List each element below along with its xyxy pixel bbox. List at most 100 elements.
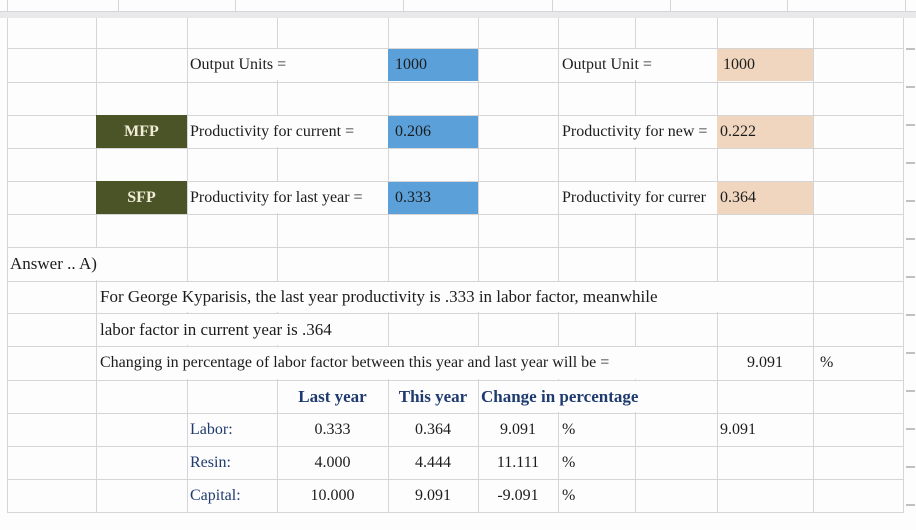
overflow-mask	[8, 248, 186, 280]
gridline	[905, 0, 906, 11]
labor-this-year: 0.364	[415, 421, 451, 438]
gridline	[7, 247, 904, 248]
answer-line1: For George Kyparisis, the last year prod…	[100, 287, 658, 306]
resin-this-year: 4.444	[415, 454, 451, 471]
overflow-mask	[188, 49, 387, 80]
overflow-mask	[97, 314, 387, 345]
resin-unit: %	[562, 454, 576, 471]
header-last-year: Last year	[298, 387, 367, 406]
productivity-current-truncated-label: Productivity for currer	[562, 189, 706, 206]
productivity-last-year-label: Productivity for last year =	[190, 189, 363, 206]
row-tick	[906, 48, 915, 50]
productivity-last-year-input-cell[interactable]: 0.333	[388, 182, 478, 214]
gridline	[7, 18, 8, 512]
gridline	[7, 512, 904, 513]
answer-heading: Answer .. A)	[10, 254, 97, 273]
answer-line3-value: 9.091	[747, 354, 783, 371]
answer-line2: labor factor in current year is .364	[100, 320, 332, 339]
gridline	[7, 181, 904, 182]
gridline	[552, 0, 553, 11]
output-unit-value: 1000	[723, 56, 755, 73]
output-units-label: Output Units =	[190, 56, 287, 73]
row-tick	[906, 238, 915, 240]
gridline	[558, 18, 559, 512]
overflow-mask	[479, 381, 716, 412]
gridline	[7, 281, 904, 282]
row-tick	[906, 466, 915, 468]
row-tick	[906, 428, 915, 430]
productivity-current2-input-cell[interactable]: 0.364	[717, 182, 813, 214]
productivity-current2-value: 0.364	[720, 189, 756, 206]
row-label-labor: Labor:	[190, 421, 233, 438]
productivity-new-value: 0.222	[720, 123, 756, 140]
gridline	[7, 346, 904, 347]
productivity-current-value: 0.206	[395, 123, 431, 140]
gridline	[388, 18, 389, 512]
labor-extra-value: 9.091	[720, 421, 756, 438]
gridline	[235, 0, 236, 11]
overflow-mask	[97, 282, 812, 312]
output-units-value: 1000	[395, 56, 427, 73]
answer-line3: Changing in percentage of labor factor b…	[100, 354, 610, 371]
gridline	[0, 11, 916, 12]
gridline	[478, 18, 479, 512]
output-units-input-cell[interactable]: 1000	[388, 49, 478, 81]
gridline	[7, 214, 904, 215]
row-tick	[906, 504, 915, 506]
capital-last-year: 10.000	[310, 487, 355, 504]
gridline	[7, 82, 904, 83]
resin-change: 11.111	[496, 454, 540, 471]
row-label-resin: Resin:	[190, 454, 231, 471]
gridline	[787, 0, 788, 11]
productivity-current-input-cell[interactable]: 0.206	[388, 116, 478, 148]
pane-divider	[0, 12, 916, 18]
gridline	[7, 413, 904, 414]
labor-change: 9.091	[500, 421, 536, 438]
gridline	[7, 0, 8, 11]
capital-change: -9.091	[497, 487, 539, 504]
gridline	[277, 18, 278, 512]
row-tick	[906, 276, 915, 278]
productivity-current-label: Productivity for current =	[190, 123, 355, 140]
gridline	[7, 313, 904, 314]
header-change: Change in percentage	[481, 387, 639, 406]
gridline	[7, 48, 904, 49]
gridline	[717, 18, 718, 512]
productivity-last-year-value: 0.333	[395, 189, 431, 206]
row-tick	[906, 162, 915, 164]
gridline	[7, 380, 904, 381]
row-tick	[906, 314, 915, 316]
gridline	[7, 479, 904, 480]
row-tick	[906, 124, 915, 126]
gridline	[7, 115, 904, 116]
answer-line3-unit: %	[820, 354, 834, 371]
productivity-new-label: Productivity for new =	[562, 123, 708, 140]
overflow-mask	[559, 49, 716, 80]
mfp-chip-label: MFP	[124, 123, 159, 140]
gridline	[903, 18, 904, 512]
gridline	[813, 18, 814, 512]
productivity-new-input-cell[interactable]: 0.222	[717, 116, 813, 148]
row-label-capital: Capital:	[190, 487, 241, 504]
output-unit-input-cell[interactable]: 1000	[717, 49, 813, 81]
gridline	[118, 0, 119, 11]
mfp-chip: MFP	[96, 115, 187, 148]
labor-last-year: 0.333	[314, 421, 351, 438]
output-unit-label: Output Unit =	[562, 56, 652, 73]
gridline	[187, 18, 188, 512]
overflow-mask	[559, 116, 716, 147]
resin-last-year: 4.000	[314, 454, 351, 471]
capital-unit: %	[562, 487, 576, 504]
overflow-mask	[188, 116, 387, 147]
gridline	[7, 446, 904, 447]
capital-this-year: 9.091	[415, 487, 451, 504]
overflow-mask	[188, 182, 387, 213]
gridline	[403, 0, 404, 11]
gridline	[635, 18, 636, 512]
overflow-mask	[97, 347, 716, 379]
row-tick	[906, 86, 915, 88]
row-tick	[906, 200, 915, 202]
gridline	[670, 0, 671, 11]
row-tick	[906, 352, 915, 354]
